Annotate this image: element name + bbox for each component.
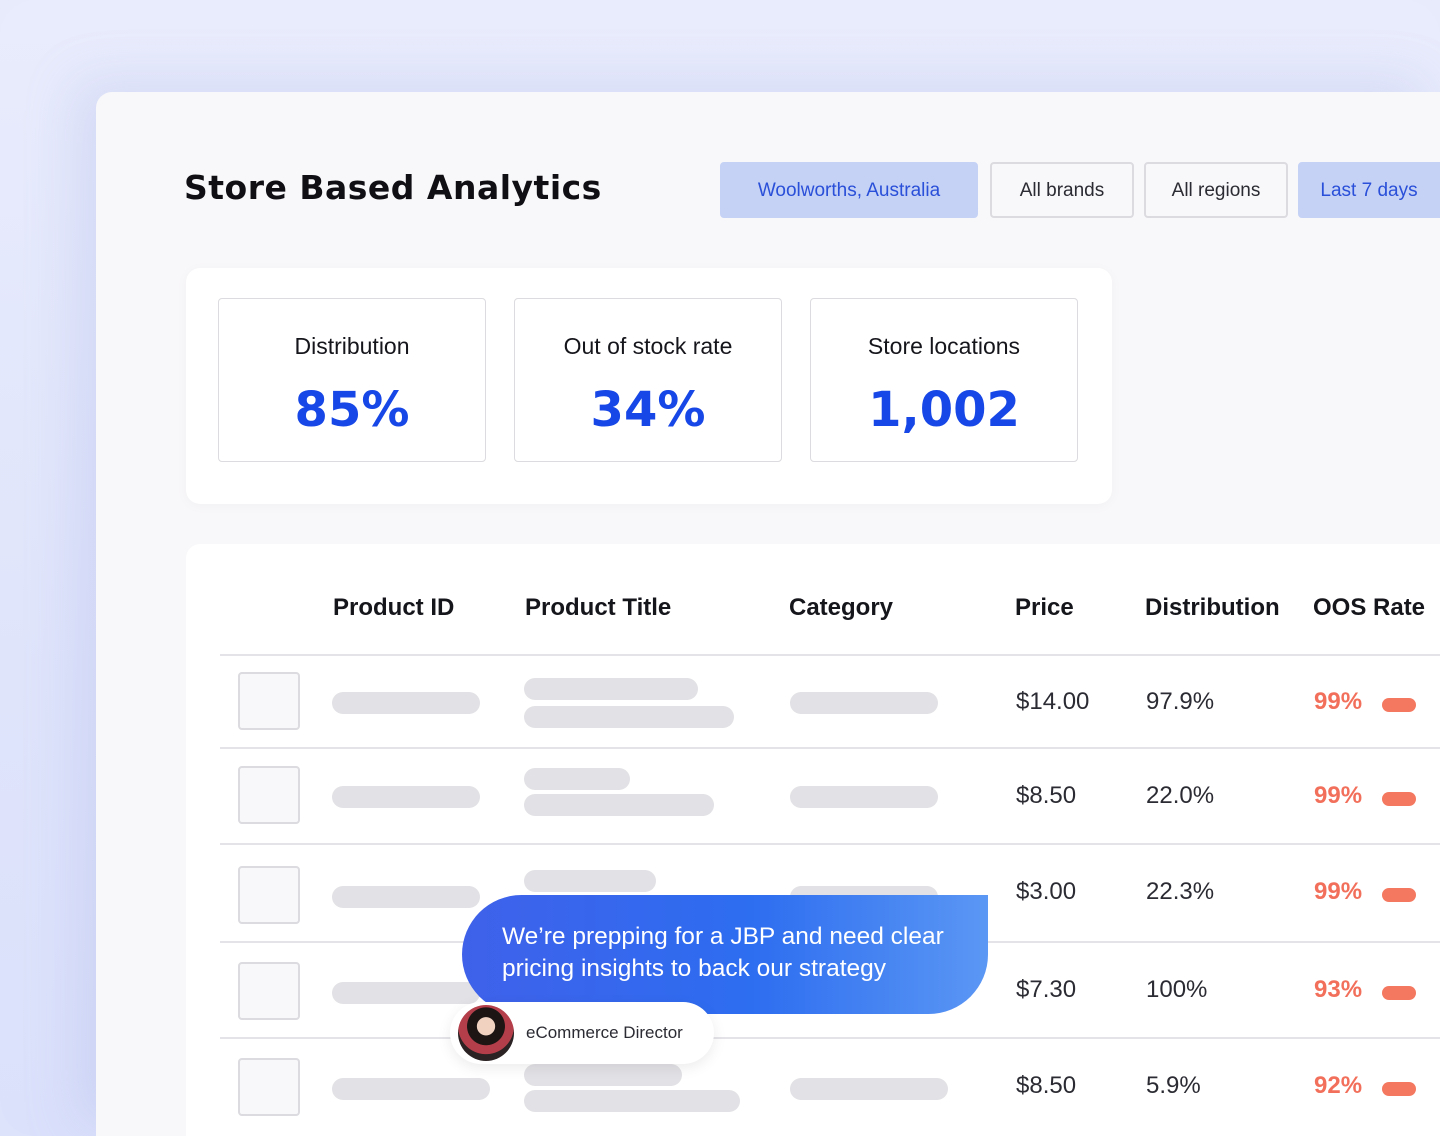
divider <box>220 654 1440 656</box>
persona-badge: eCommerce Director <box>450 1002 714 1064</box>
column-header-category[interactable]: Category <box>789 594 894 621</box>
product-thumbnail <box>238 866 300 924</box>
oos-indicator <box>1382 1082 1416 1096</box>
skeleton-product-title <box>524 706 734 728</box>
column-header-distribution[interactable]: Distribution <box>1145 594 1280 621</box>
column-header-product-title[interactable]: Product Title <box>525 594 672 621</box>
oos-indicator <box>1382 986 1416 1000</box>
kpi-value: 34% <box>590 382 706 438</box>
avatar <box>458 1005 514 1061</box>
distribution-cell: 22.0% <box>1146 782 1215 809</box>
skeleton-product-title <box>524 768 630 790</box>
skeleton-category <box>790 1078 948 1100</box>
filter-brands[interactable]: All brands <box>990 162 1134 218</box>
oos-indicator <box>1382 792 1416 806</box>
product-thumbnail <box>238 672 300 730</box>
product-thumbnail <box>238 766 300 824</box>
kpi-out-of-stock: Out of stock rate 34% <box>514 298 782 462</box>
distribution-cell: 97.9% <box>1146 688 1215 715</box>
column-header-oos-rate[interactable]: OOS Rate <box>1313 594 1426 621</box>
skeleton-product-title <box>524 1064 682 1086</box>
distribution-cell: 5.9% <box>1146 1072 1201 1099</box>
skeleton-product-id <box>332 692 480 714</box>
skeleton-product-title <box>524 794 714 816</box>
skeleton-product-id <box>332 1078 490 1100</box>
product-thumbnail <box>238 1058 300 1116</box>
kpi-distribution: Distribution 85% <box>218 298 486 462</box>
persona-label: eCommerce Director <box>526 1023 683 1042</box>
distribution-cell: 100% <box>1146 976 1208 1003</box>
divider <box>220 747 1440 749</box>
oos-indicator <box>1382 698 1416 712</box>
column-header-price[interactable]: Price <box>1015 594 1074 621</box>
kpi-label: Out of stock rate <box>563 333 733 359</box>
skeleton-product-id <box>332 786 480 808</box>
price-cell: $3.00 <box>1016 878 1077 905</box>
skeleton-category <box>790 786 938 808</box>
kpi-value: 85% <box>294 382 410 438</box>
skeleton-category <box>790 692 938 714</box>
column-header-product-id[interactable]: Product ID <box>333 594 455 621</box>
chat-bubble: We’re prepping for a JBP and need clear … <box>462 895 988 1014</box>
skeleton-product-title <box>524 678 698 700</box>
kpi-store-locations: Store locations 1,002 <box>810 298 1078 462</box>
filter-date-range[interactable]: Last 7 days <box>1298 162 1440 218</box>
analytics-card: Store Based Analytics Woolworths, Austra… <box>96 92 1440 1136</box>
kpi-label: Store locations <box>867 333 1021 359</box>
kpi-value: 1,002 <box>868 382 1020 438</box>
page-title: Store Based Analytics <box>184 168 602 207</box>
filter-retailer[interactable]: Woolworths, Australia <box>720 162 978 218</box>
distribution-cell: 22.3% <box>1146 878 1215 905</box>
kpi-panel: Distribution 85% Out of stock rate 34% S… <box>186 268 1112 504</box>
price-cell: $14.00 <box>1016 688 1090 715</box>
skeleton-product-title <box>524 1090 740 1112</box>
divider <box>220 1037 1440 1039</box>
kpi-label: Distribution <box>294 333 410 359</box>
product-table: Product ID Product Title Category Price … <box>186 544 1440 1136</box>
filter-regions[interactable]: All regions <box>1144 162 1288 218</box>
oos-rate-cell: 93% <box>1314 976 1363 1003</box>
oos-rate-cell: 92% <box>1314 1072 1363 1099</box>
product-thumbnail <box>238 962 300 1020</box>
skeleton-product-id <box>332 982 480 1004</box>
price-cell: $8.50 <box>1016 1072 1077 1099</box>
skeleton-product-title <box>524 870 656 892</box>
oos-indicator <box>1382 888 1416 902</box>
price-cell: $8.50 <box>1016 782 1077 809</box>
divider <box>220 843 1440 845</box>
oos-rate-cell: 99% <box>1314 688 1363 715</box>
price-cell: $7.30 <box>1016 976 1077 1003</box>
oos-rate-cell: 99% <box>1314 878 1363 905</box>
skeleton-product-id <box>332 886 480 908</box>
oos-rate-cell: 99% <box>1314 782 1363 809</box>
